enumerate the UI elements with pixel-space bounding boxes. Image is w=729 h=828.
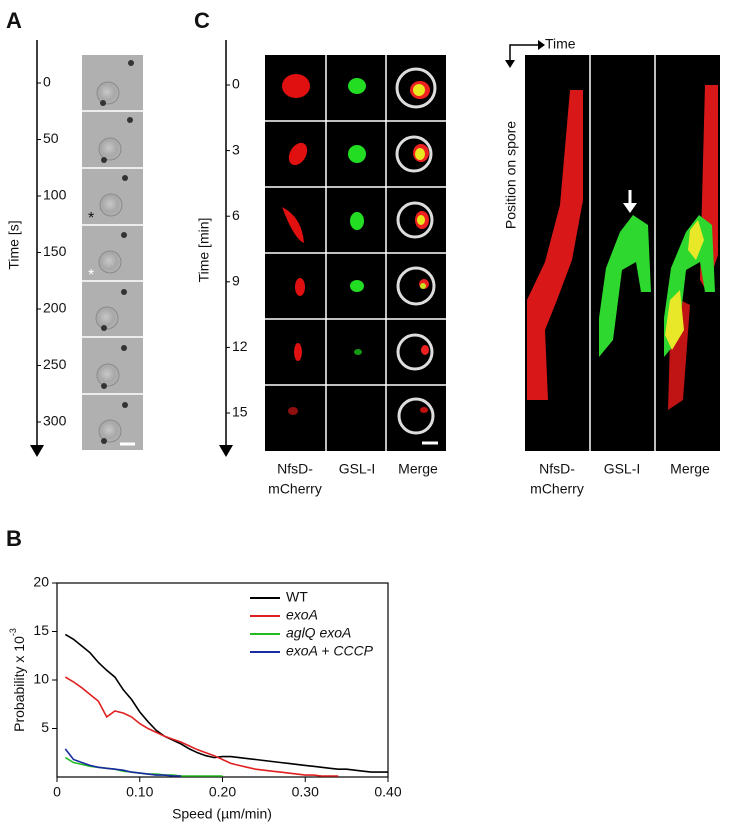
y-axis-label: Probability x 10-3 xyxy=(8,628,26,732)
column-label: NfsD- xyxy=(539,461,575,477)
column-label: NfsD- xyxy=(277,461,313,477)
legend-label: exoA xyxy=(286,607,318,623)
micrographs xyxy=(265,55,446,451)
tick-label: 12 xyxy=(232,338,248,354)
svg-text:*: * xyxy=(88,267,94,284)
arrow xyxy=(30,445,44,457)
plot-frame xyxy=(56,582,389,778)
y-tick-label: 10 xyxy=(33,671,49,687)
x-tick-label: 0.10 xyxy=(126,784,153,800)
svg-text:*: * xyxy=(88,210,94,227)
axis-label: Time [min] xyxy=(196,218,212,283)
micrographs: * * xyxy=(82,55,143,450)
series-line xyxy=(64,748,182,777)
x-tick-label: 0.30 xyxy=(292,784,319,800)
series-line xyxy=(64,676,339,777)
y-tick-label: 15 xyxy=(33,622,49,638)
legend-label: exoA + CCCP xyxy=(286,643,374,659)
arrow xyxy=(219,445,233,457)
tick-label: 150 xyxy=(43,243,67,259)
tick-label: 3 xyxy=(232,141,240,157)
y-label-exponent: -3 xyxy=(8,628,18,636)
axis-label: Time [s] xyxy=(6,220,22,269)
panel-label: A xyxy=(6,8,22,33)
y-tick-label: 5 xyxy=(41,719,49,735)
kymo-position-label: Position on spore xyxy=(503,121,519,229)
series-line xyxy=(64,633,388,773)
tick-label: 0 xyxy=(43,74,51,90)
kymo-axes xyxy=(505,40,545,68)
tick-label: 15 xyxy=(232,404,248,420)
tick-label: 6 xyxy=(232,207,240,223)
x-tick-label: 0 xyxy=(53,784,61,800)
y-tick-label: 20 xyxy=(33,574,49,590)
y-label-text: Probability x 10 xyxy=(11,636,27,732)
x-tick-label: 0.40 xyxy=(374,784,401,800)
tick-label: 200 xyxy=(43,300,67,316)
tick-label: 250 xyxy=(43,356,67,372)
kymograph xyxy=(525,55,720,451)
panel-label: C xyxy=(194,8,210,33)
column-label: GSL-I xyxy=(604,461,641,477)
column-label: mCherry xyxy=(530,481,584,497)
column-label: mCherry xyxy=(268,481,322,497)
x-tick-label: 0.20 xyxy=(209,784,236,800)
column-label: Merge xyxy=(398,461,438,477)
tick-label: 300 xyxy=(43,413,67,429)
tick-label: 50 xyxy=(43,130,59,146)
legend-label: aglQ exoA xyxy=(286,625,351,641)
column-label: GSL-I xyxy=(339,461,376,477)
legend-label: WT xyxy=(286,589,308,605)
kymo-time-label: Time xyxy=(545,36,576,52)
panel-label: B xyxy=(6,526,22,551)
tick-label: 9 xyxy=(232,273,240,289)
x-axis-label: Speed (µm/min) xyxy=(172,806,272,822)
tick-label: 0 xyxy=(232,76,240,92)
column-label: Merge xyxy=(670,461,710,477)
tick-label: 100 xyxy=(43,187,67,203)
